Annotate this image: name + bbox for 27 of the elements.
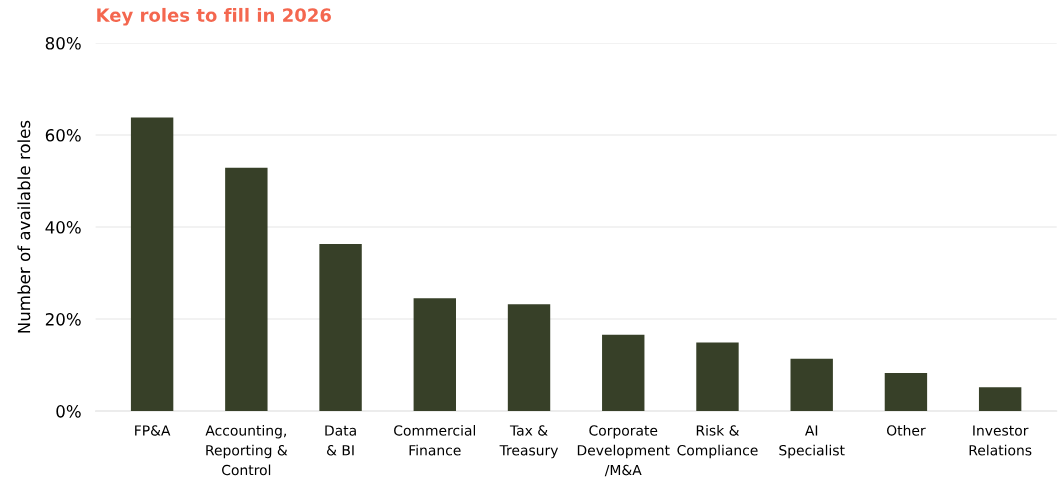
x-tick-label: AI Specialist bbox=[779, 425, 845, 459]
x-tick-label: Tax & Treasury bbox=[499, 425, 559, 459]
x-tick-label: Risk & Compliance bbox=[677, 424, 758, 459]
bar bbox=[790, 358, 833, 412]
bar bbox=[507, 304, 551, 412]
bar bbox=[225, 167, 268, 412]
y-tick-label: 80% bbox=[45, 36, 81, 50]
x-tick-label: Corporate Development /M&A bbox=[577, 425, 670, 477]
bar bbox=[319, 244, 362, 412]
bar bbox=[884, 372, 928, 412]
x-tick-label: FP&A bbox=[135, 425, 171, 436]
bar bbox=[696, 342, 739, 412]
bar bbox=[602, 334, 645, 412]
y-tick-label: 20% bbox=[45, 313, 81, 326]
chart-title: Key roles to fill in 2026 bbox=[97, 7, 331, 26]
x-tick-label: Data & BI bbox=[325, 425, 356, 456]
x-tick-label: Other bbox=[886, 424, 926, 436]
y-axis-title: Number of available roles bbox=[17, 120, 31, 333]
x-tick-label: Commercial Finance bbox=[394, 424, 476, 456]
bar bbox=[413, 298, 456, 412]
y-tick-label: 60% bbox=[45, 129, 81, 142]
x-tick-label: Investor Relations bbox=[969, 425, 1032, 456]
y-tick-label: 0% bbox=[56, 405, 81, 418]
bar bbox=[130, 117, 174, 412]
x-tick-label: Accounting, Reporting & Control bbox=[205, 424, 288, 476]
bar bbox=[978, 387, 1022, 412]
y-tick-label: 40% bbox=[45, 221, 81, 234]
